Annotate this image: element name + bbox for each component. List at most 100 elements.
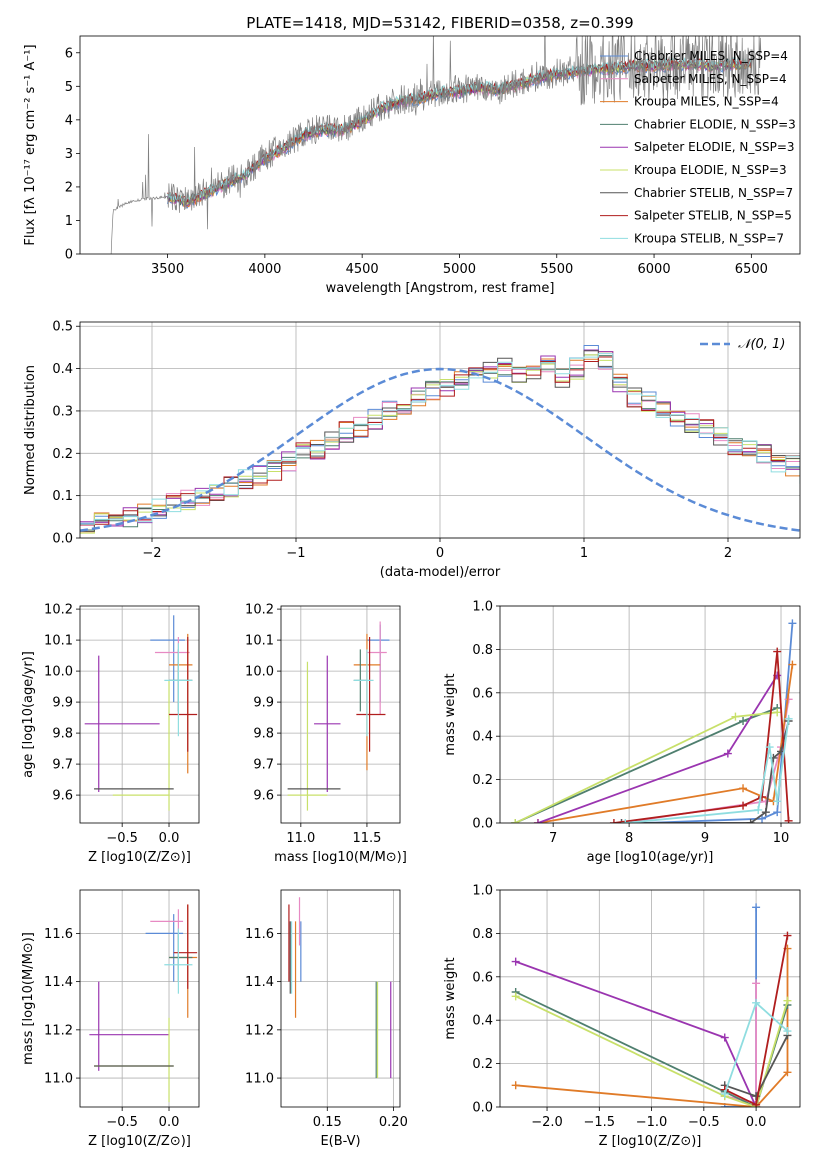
y-tick-label: 9.7: [253, 758, 274, 773]
weight-marker-4: [720, 1033, 729, 1042]
x-tick-label: 0.0: [159, 1115, 180, 1130]
weight-marker-8: [765, 743, 774, 752]
y-tick-label: 0.2: [472, 1057, 493, 1072]
y-tick-label: 11.0: [44, 1072, 73, 1087]
legend-label-2: Kroupa MILES, N_SSP=4: [634, 95, 779, 109]
weight-marker-3: [739, 717, 748, 726]
y-tick-label: 0.0: [52, 532, 73, 547]
histogram-step-0: [80, 345, 800, 524]
panel-residuals: −2 −1 0 1 2 0.0 0.1 0.2 0.3 0.4 0.5 (data-model)/er…: [23, 320, 801, 580]
weight-marker-6: [761, 808, 770, 817]
panel-mass_weight_vs_age: 7 8 9 10 0.0 0.2 0.4 0.6 0.8 1.0 age [log10(age/yr…: [443, 600, 801, 865]
y-tick-label: 0.1: [52, 489, 73, 504]
y-axis-label: Normed distribution: [23, 365, 38, 495]
y-tick-label: 9.9: [52, 696, 73, 711]
weight-marker-6: [617, 819, 626, 823]
y-tick-label: 11.0: [245, 1072, 274, 1087]
plot-area: [287, 621, 390, 811]
x-tick-label: 11.0: [286, 831, 315, 846]
y-tick-label: 1: [65, 214, 73, 229]
y-tick-label: 0.8: [472, 643, 493, 658]
panel-mass_vs_Z: −0.5 0.0 11.0 11.2 11.4 11.6 Z [log10(Z/Z⊙)] ma…: [21, 889, 200, 1149]
axes-frame: [79, 889, 200, 1108]
y-axis-label: mass [log10(M/M⊙)]: [21, 932, 36, 1065]
panel-mass_weight_vs_Z: −2.0 −1.5 −1.0 −0.5 0.0 0.0 0.2 0.4 0.6 0.8 1.0 Z […: [443, 884, 801, 1149]
weight-marker-8: [754, 805, 763, 814]
weight-line-6: [621, 720, 790, 823]
axes-frame: [79, 321, 801, 539]
y-tick-label: 0.4: [52, 362, 73, 377]
panel-age_vs_Z: −0.5 0.0 9.6 9.7 9.8 9.9 10.0 10.1 10.2 Z [log10(…: [21, 603, 200, 865]
axes-frame: [280, 889, 401, 1108]
weight-marker-4: [723, 749, 732, 758]
axes-frame: [499, 889, 801, 1108]
x-axis-label: mass [log10(M/M⊙)]: [274, 850, 407, 865]
weight-marker-7: [609, 819, 618, 823]
weight-marker-8: [720, 1089, 729, 1098]
x-tick-label: −1: [286, 546, 305, 561]
x-tick-label: 0.20: [379, 1115, 408, 1130]
plot-area: [84, 615, 198, 811]
weight-marker-0: [758, 814, 767, 823]
y-tick-label: 0.5: [52, 320, 73, 335]
x-tick-label: 4000: [248, 262, 281, 277]
x-tick-label: 10: [773, 831, 790, 846]
plot-area: [511, 903, 792, 1107]
weight-marker-2: [511, 1081, 520, 1090]
weight-marker-2: [739, 784, 748, 793]
weight-line-4: [537, 674, 778, 823]
y-tick-label: 0.4: [472, 1014, 493, 1029]
x-tick-label: 0.0: [746, 1115, 767, 1130]
weight-line-4: [515, 960, 757, 1107]
weight-marker-4: [533, 819, 542, 823]
y-tick-label: 9.8: [52, 727, 73, 742]
weight-marker-8: [773, 797, 782, 806]
y-tick-label: 11.2: [245, 1023, 274, 1038]
y-axis-label: Flux [fλ 10⁻¹⁷ erg cm⁻² s⁻¹ A⁻¹]: [23, 44, 38, 245]
legend-label-4: Salpeter ELODIE, N_SSP=3: [634, 140, 795, 154]
axes-frame: [499, 605, 801, 824]
weight-line-2: [537, 664, 794, 823]
x-tick-label: 6000: [638, 262, 671, 277]
weight-marker-7: [739, 801, 748, 810]
weight-marker-7: [773, 647, 782, 656]
y-tick-label: 4: [65, 113, 73, 128]
legend-label-6: Chabrier STELIB, N_SSP=7: [634, 186, 793, 200]
x-axis-label: (data-model)/error: [380, 565, 501, 580]
weight-marker-4: [511, 957, 520, 966]
y-tick-label: 11.6: [245, 927, 274, 942]
weight-marker-7: [758, 792, 767, 801]
x-tick-label: −0.5: [688, 1115, 720, 1130]
x-tick-label: 2: [724, 546, 732, 561]
y-tick-label: 9.9: [253, 696, 274, 711]
weight-marker-0: [788, 619, 797, 628]
weight-marker-6: [752, 1092, 761, 1101]
panel-age_vs_mass: 11.0 11.5 9.6 9.7 9.8 9.9 10.0 10.1 10.2 mass [lo…: [245, 603, 407, 865]
y-tick-label: 0.3: [52, 404, 73, 419]
x-tick-label: −1.5: [584, 1115, 616, 1130]
histogram-step-8: [80, 353, 800, 525]
y-tick-label: 9.7: [52, 758, 73, 773]
x-tick-label: 3500: [151, 262, 184, 277]
weight-marker-7: [784, 816, 793, 823]
panel-mass_vs_ebv: 0.15 0.20 11.0 11.2 11.4 11.6 E(B-V): [245, 889, 408, 1149]
weight-marker-5: [511, 819, 520, 823]
x-tick-label: 5500: [540, 262, 573, 277]
weight-marker-8: [783, 1027, 792, 1036]
x-tick-label: −0.5: [106, 831, 138, 846]
y-tick-label: 11.2: [44, 1023, 73, 1038]
y-axis-label: age [log10(age/yr)]: [21, 651, 36, 778]
histogram-step-3: [80, 354, 800, 531]
panel-spectrum: 3500 4000 4500 5000 5500 6000 6500 0 1 2 3 4 5 6 wavel…: [23, 35, 801, 296]
legend-label-0: Chabrier MILES, N_SSP=4: [634, 49, 788, 63]
x-tick-label: −2.0: [531, 1115, 563, 1130]
y-tick-label: 0.6: [472, 686, 493, 701]
x-axis-label: Z [log10(Z/Z⊙)]: [88, 850, 191, 865]
weight-marker-0: [773, 808, 782, 817]
histogram-step-7: [80, 356, 800, 526]
x-axis-label: wavelength [Angstrom, rest frame]: [326, 281, 555, 296]
observed-spectrum-line: [110, 36, 762, 254]
y-tick-label: 10.1: [44, 634, 73, 649]
weight-marker-5: [783, 996, 792, 1005]
